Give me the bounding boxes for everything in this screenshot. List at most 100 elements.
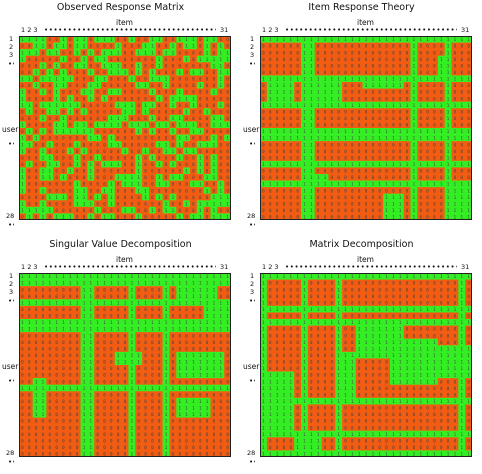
cell-value: 0	[219, 340, 222, 345]
cell-negative	[162, 101, 170, 109]
cell-value: 0	[69, 63, 72, 68]
cell-value: 1	[35, 406, 38, 411]
cell-value: 0	[137, 366, 140, 371]
cell-value: 0	[28, 175, 31, 180]
cell-negative	[403, 121, 411, 129]
cell-positive	[444, 128, 452, 135]
cell-positive	[135, 121, 143, 129]
cell-negative	[348, 42, 357, 50]
cell-value: 0	[399, 96, 402, 101]
cell-negative	[369, 193, 377, 201]
cell-value: 0	[35, 294, 38, 299]
cell-positive	[383, 36, 391, 43]
cell-value: 1	[192, 360, 195, 365]
cell-positive	[210, 279, 218, 287]
cell-value: 1	[262, 129, 265, 134]
cell-value: 0	[49, 333, 52, 338]
cell-value: 1	[151, 274, 154, 279]
cell-value: 1	[324, 182, 327, 187]
cell-negative	[437, 213, 445, 220]
cell-value: 0	[426, 142, 429, 147]
cell-positive	[135, 273, 143, 280]
cell-value: 0	[158, 294, 161, 299]
cell-negative	[135, 338, 143, 346]
cell-negative	[80, 180, 88, 188]
cell-positive	[60, 82, 68, 89]
cell-positive	[73, 36, 81, 43]
cell-value: 0	[378, 44, 381, 49]
cell-value: 0	[165, 44, 168, 49]
cell-positive	[196, 180, 204, 188]
cell-negative	[39, 286, 47, 294]
cell-positive	[114, 49, 122, 57]
cell-positive	[80, 345, 88, 353]
cell-value: 1	[110, 70, 113, 75]
cell-negative	[94, 108, 102, 116]
cell-negative	[73, 292, 81, 300]
cell-positive	[148, 299, 157, 307]
cell-value: 1	[28, 281, 31, 286]
cell-negative	[280, 42, 288, 50]
cell-value: 0	[69, 366, 72, 371]
cell-value: 0	[151, 182, 154, 187]
cell-value: 0	[290, 109, 293, 114]
cell-value: 1	[317, 175, 320, 180]
cell-value: 0	[185, 208, 188, 213]
cell-negative	[135, 75, 143, 83]
cell-value: 0	[90, 57, 93, 62]
cell-positive	[362, 75, 370, 83]
cell-negative	[94, 213, 102, 220]
cell-negative	[287, 62, 295, 70]
cell-negative	[121, 128, 129, 135]
cell-positive	[162, 121, 170, 129]
cell-value: 1	[219, 281, 222, 286]
cell-negative	[403, 49, 411, 57]
cell-negative	[424, 154, 432, 162]
cell-value: 1	[96, 274, 99, 279]
cell-negative	[25, 88, 33, 96]
cell-negative	[183, 312, 191, 320]
cell-value: 0	[433, 70, 436, 75]
cell-value: 0	[124, 83, 127, 88]
cell-value: 1	[454, 195, 457, 200]
cell-positive	[444, 36, 452, 43]
cell-negative	[314, 55, 322, 63]
cell-positive	[60, 279, 68, 287]
cell-negative	[142, 417, 150, 425]
cell-negative	[107, 167, 116, 175]
cell-negative	[66, 82, 75, 89]
cell-value: 1	[178, 96, 181, 101]
cell-value: 1	[144, 300, 147, 305]
cell-value: 0	[55, 70, 58, 75]
cell-value: 0	[199, 195, 202, 200]
cell-value: 0	[406, 90, 409, 95]
cell-value: 0	[178, 50, 181, 55]
cell-negative	[417, 49, 425, 57]
cell-positive	[46, 206, 54, 214]
cell-value: 1	[351, 37, 354, 42]
cell-positive	[87, 292, 95, 300]
cell-value: 1	[137, 215, 140, 220]
cell-positive	[410, 55, 418, 63]
cell-value: 0	[49, 149, 52, 154]
cell-negative	[266, 147, 274, 155]
cell-value: 0	[269, 208, 272, 213]
cell-positive	[444, 101, 452, 109]
cell-positive	[107, 299, 116, 307]
cell-value: 1	[206, 373, 209, 378]
cell-value: 0	[117, 425, 120, 430]
cell-value: 0	[124, 155, 127, 160]
cell-value: 1	[385, 77, 388, 82]
cell-negative	[403, 95, 411, 103]
cell-value: 0	[365, 44, 368, 49]
cell-value: 1	[117, 123, 120, 128]
cell-value: 0	[426, 70, 429, 75]
cell-value: 1	[42, 327, 45, 332]
cell-negative	[183, 332, 191, 340]
cell-value: 1	[76, 162, 79, 167]
cell-negative	[101, 345, 109, 353]
cell-value: 0	[192, 162, 195, 167]
cell-value: 1	[447, 70, 450, 75]
cell-negative	[451, 114, 459, 122]
cell-value: 0	[158, 155, 161, 160]
